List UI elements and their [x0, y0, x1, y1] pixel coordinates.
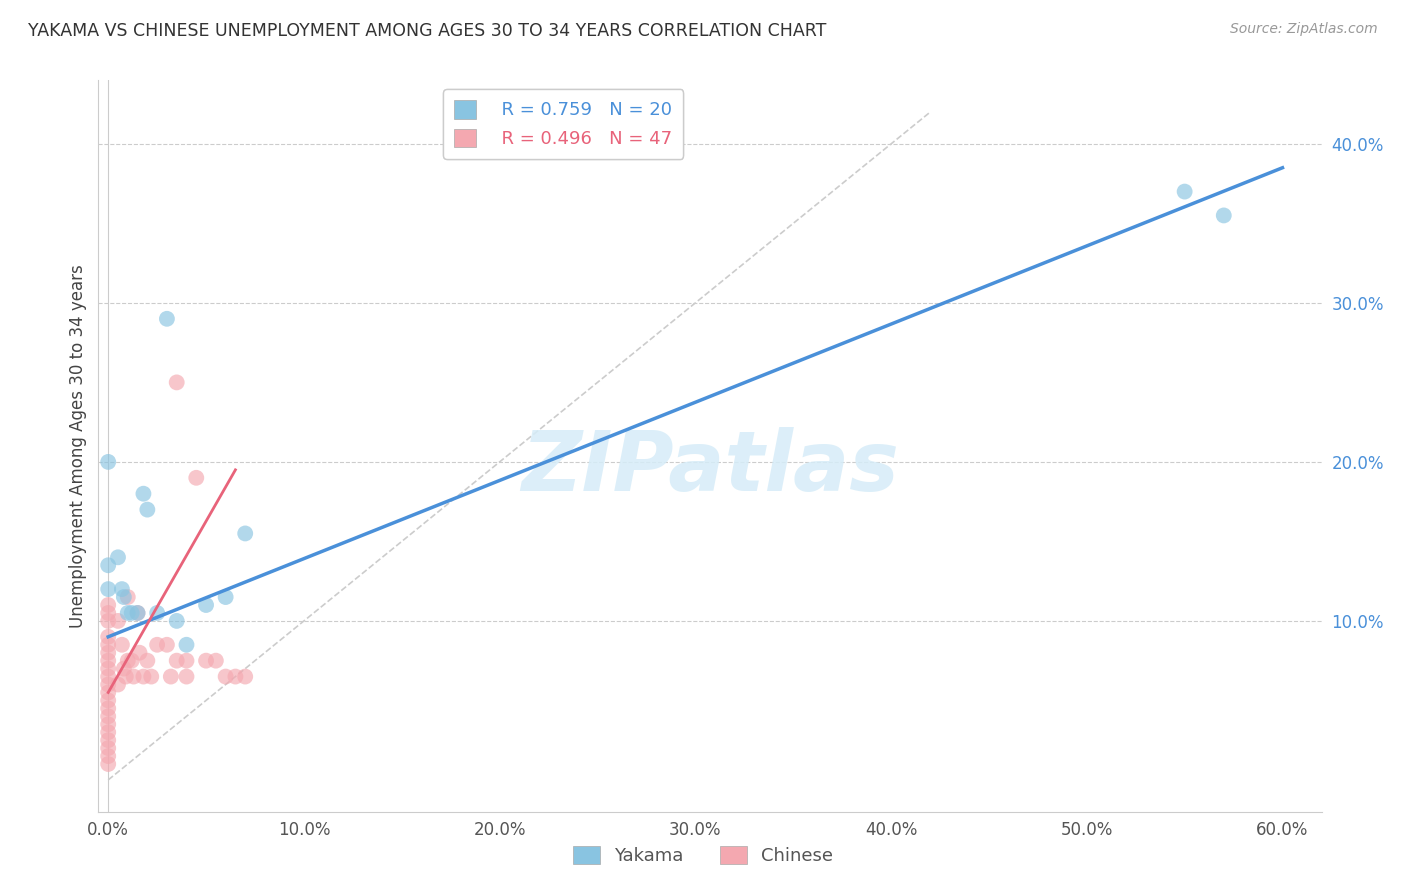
Point [136, 654, 159, 668]
Point [97, 757, 120, 772]
Point [97, 725, 120, 739]
Point [136, 502, 159, 516]
Point [97, 455, 120, 469]
Point [97, 669, 120, 683]
Point [97, 630, 120, 644]
Point [1212, 209, 1234, 223]
Point [97, 598, 120, 612]
Point [176, 669, 198, 683]
Point [146, 638, 169, 652]
Point [97, 717, 120, 731]
Point [97, 685, 120, 699]
Point [160, 669, 183, 683]
Point [97, 638, 120, 652]
Point [132, 669, 155, 683]
Point [233, 669, 256, 683]
Point [107, 677, 129, 691]
Point [97, 741, 120, 756]
Point [127, 606, 149, 620]
Point [97, 614, 120, 628]
Point [107, 614, 129, 628]
Legend: Yakama, Chinese: Yakama, Chinese [564, 837, 842, 874]
Point [97, 701, 120, 715]
Point [97, 646, 120, 660]
Point [166, 654, 188, 668]
Point [97, 606, 120, 620]
Point [166, 614, 188, 628]
Point [141, 669, 163, 683]
Point [195, 654, 218, 668]
Point [107, 550, 129, 565]
Point [97, 582, 120, 596]
Point [224, 669, 246, 683]
Point [176, 638, 198, 652]
Point [166, 376, 188, 390]
Point [214, 590, 236, 604]
Point [156, 311, 179, 326]
Point [97, 558, 120, 573]
Point [214, 669, 236, 683]
Point [97, 693, 120, 707]
Point [132, 486, 155, 500]
Point [146, 606, 169, 620]
Point [111, 638, 134, 652]
Text: ZIPatlas: ZIPatlas [522, 427, 898, 508]
Point [205, 654, 228, 668]
Point [112, 590, 135, 604]
Point [97, 662, 120, 676]
Point [117, 590, 139, 604]
Point [117, 606, 139, 620]
Point [186, 471, 208, 485]
Point [121, 606, 143, 620]
Point [176, 654, 198, 668]
Point [156, 638, 179, 652]
Point [1174, 185, 1197, 199]
Legend:   R = 0.759   N = 20,   R = 0.496   N = 47: R = 0.759 N = 20, R = 0.496 N = 47 [443, 89, 683, 159]
Point [117, 654, 139, 668]
Point [114, 669, 136, 683]
Point [111, 582, 134, 596]
Point [195, 598, 218, 612]
Point [97, 733, 120, 747]
Text: YAKAMA VS CHINESE UNEMPLOYMENT AMONG AGES 30 TO 34 YEARS CORRELATION CHART: YAKAMA VS CHINESE UNEMPLOYMENT AMONG AGE… [28, 22, 827, 40]
Text: Source: ZipAtlas.com: Source: ZipAtlas.com [1230, 22, 1378, 37]
Point [97, 654, 120, 668]
Point [122, 669, 145, 683]
Point [127, 606, 149, 620]
Point [128, 646, 150, 660]
Point [97, 677, 120, 691]
Point [121, 654, 143, 668]
Point [97, 749, 120, 764]
Y-axis label: Unemployment Among Ages 30 to 34 years: Unemployment Among Ages 30 to 34 years [69, 264, 87, 628]
Point [233, 526, 256, 541]
Point [97, 709, 120, 723]
Point [112, 662, 135, 676]
